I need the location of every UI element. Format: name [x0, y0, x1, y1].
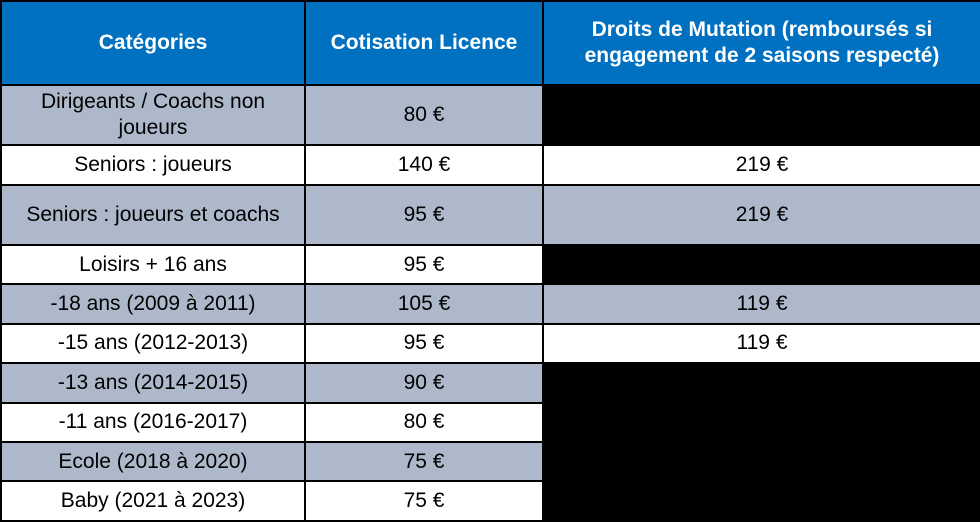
empty-cell	[542, 83, 980, 147]
table-cell: 80 €	[304, 401, 544, 444]
table-row: Baby (2021 à 2023) 75 €	[0, 480, 980, 522]
table-cell: 95 €	[304, 183, 544, 246]
table-cell: 95 €	[304, 322, 544, 365]
table-row: Seniors : joueurs 140 €219 €	[0, 144, 980, 186]
table-body: Dirigeants / Coachs non joueurs 80 € Senio…	[0, 83, 980, 522]
empty-cell	[542, 243, 980, 286]
table-row: Seniors : joueurs et coachs 95 €219 €	[0, 183, 980, 246]
header-row: Catégories Cotisation Licence Droits de Mu…	[0, 0, 980, 86]
table-cell: Ecole (2018 à 2020)	[0, 441, 306, 483]
table-cell: 119 €	[542, 283, 980, 325]
table-cell: 140 €	[304, 144, 544, 186]
empty-cell	[542, 362, 980, 404]
header-cell: Catégories	[0, 0, 306, 86]
table-row: Ecole (2018 à 2020) 75 €	[0, 441, 980, 483]
table-cell: Dirigeants / Coachs non joueurs	[0, 83, 306, 147]
empty-cell	[542, 401, 980, 444]
table-row: -13 ans (2014-2015) 90 €	[0, 362, 980, 404]
header-cell: Droits de Mutation (remboursés si engage…	[542, 0, 980, 86]
table-cell: 75 €	[304, 441, 544, 483]
table-cell: -18 ans (2009 à 2011)	[0, 283, 306, 325]
table-row: -11 ans (2016-2017) 80 €	[0, 401, 980, 444]
table-cell: Loisirs + 16 ans	[0, 243, 306, 286]
table-row: Dirigeants / Coachs non joueurs 80 €	[0, 83, 980, 147]
table-cell: Baby (2021 à 2023)	[0, 480, 306, 522]
table-row: -18 ans (2009 à 2011) 105 €119 €	[0, 283, 980, 325]
table-row: -15 ans (2012-2013) 95 €119 €	[0, 322, 980, 365]
table-cell: 75 €	[304, 480, 544, 522]
table-cell: 80 €	[304, 83, 544, 147]
table-cell: Seniors : joueurs et coachs	[0, 183, 306, 246]
table-cell: -11 ans (2016-2017)	[0, 401, 306, 444]
header-cell: Cotisation Licence	[304, 0, 544, 86]
table-cell: -13 ans (2014-2015)	[0, 362, 306, 404]
table-cell: 95 €	[304, 243, 544, 286]
table-cell: 119 €	[542, 322, 980, 365]
table-cell: Seniors : joueurs	[0, 144, 306, 186]
table-cell: 219 €	[542, 144, 980, 186]
table-cell: -15 ans (2012-2013)	[0, 322, 306, 365]
table-cell: 219 €	[542, 183, 980, 246]
empty-cell	[542, 441, 980, 483]
empty-cell	[542, 480, 980, 522]
table-row: Loisirs + 16 ans 95 €	[0, 243, 980, 286]
table-cell: 90 €	[304, 362, 544, 404]
table-cell: 105 €	[304, 283, 544, 325]
